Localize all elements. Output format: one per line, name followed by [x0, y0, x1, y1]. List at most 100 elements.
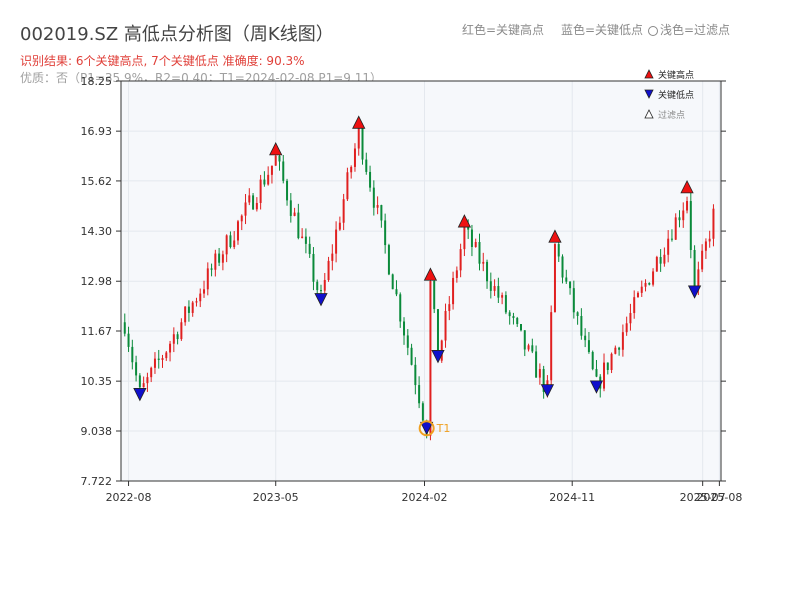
candle-body	[621, 332, 624, 350]
candle	[520, 324, 522, 332]
candle-body	[444, 310, 447, 341]
candle-body	[165, 352, 168, 359]
candle	[535, 345, 538, 378]
candle-body	[520, 324, 522, 331]
candle	[678, 210, 681, 228]
candle-body	[278, 155, 281, 162]
candle	[225, 234, 228, 263]
candle-body	[701, 250, 704, 270]
candle-body	[293, 212, 296, 216]
candle-body	[587, 340, 590, 352]
candle-body	[689, 201, 692, 250]
candle	[380, 204, 383, 228]
candle-body	[252, 195, 255, 210]
candle	[580, 308, 583, 340]
candle	[704, 238, 707, 259]
candle	[584, 328, 587, 348]
candle-body	[187, 306, 190, 313]
candle-body	[553, 244, 556, 313]
candle-body	[146, 377, 149, 384]
candle	[670, 229, 673, 242]
candle-body	[486, 261, 489, 282]
candle	[153, 352, 156, 374]
candle-body	[214, 253, 217, 270]
legend-item-filtered: 过滤点	[644, 104, 694, 124]
candle-body	[708, 238, 711, 242]
candle-body	[614, 347, 617, 354]
candle-body	[603, 362, 606, 389]
key-low-marker	[133, 388, 147, 402]
candle-body	[493, 286, 496, 291]
candle	[595, 359, 598, 378]
candle	[320, 284, 322, 294]
candle	[365, 152, 368, 175]
candle-body	[686, 201, 689, 211]
candle-body	[372, 187, 375, 208]
candle	[576, 311, 579, 325]
candle	[550, 305, 553, 388]
candle	[327, 256, 330, 282]
candle-body	[263, 179, 266, 185]
candle-body	[421, 403, 424, 421]
candle-body	[335, 229, 338, 254]
candle	[138, 373, 141, 391]
candle-body	[557, 244, 560, 257]
candle-body	[572, 288, 575, 313]
candle-body	[395, 289, 398, 295]
candle-body	[225, 235, 228, 255]
candle	[353, 143, 356, 172]
legend-blue-label: 蓝色=关键低点	[561, 23, 644, 37]
candle-body	[259, 179, 262, 203]
candle	[429, 275, 432, 441]
candle-body	[531, 345, 534, 352]
candle	[316, 279, 319, 294]
candle-body	[206, 268, 209, 290]
candle-body	[674, 217, 677, 240]
candle	[236, 219, 239, 245]
candle-body	[236, 221, 239, 241]
candle	[278, 153, 281, 171]
key-high-marker	[548, 229, 562, 243]
candle	[252, 193, 255, 211]
candle-body	[410, 347, 413, 365]
t1-ring	[418, 420, 435, 437]
candle-body	[436, 309, 439, 361]
candle-body	[429, 280, 432, 436]
circle-icon	[648, 25, 658, 36]
candle	[297, 203, 300, 240]
plot-frame	[120, 80, 722, 482]
candle-body	[659, 257, 662, 264]
candle-body	[342, 199, 345, 223]
candle	[157, 349, 160, 369]
candle-body	[550, 312, 553, 381]
candle	[150, 366, 153, 383]
candle-body	[399, 294, 402, 322]
candle	[350, 165, 353, 179]
candle	[667, 230, 670, 263]
candle-body	[338, 222, 341, 230]
candle-body	[508, 312, 511, 317]
candle	[565, 269, 568, 284]
candle-body	[195, 301, 198, 303]
candle-body	[353, 148, 356, 167]
candle	[459, 243, 462, 278]
candle	[410, 343, 413, 366]
candle	[161, 354, 164, 368]
candle	[674, 213, 677, 240]
result-summary: 识别结果: 6个关键高点, 7个关键低点 准确度: 90.3%	[20, 54, 305, 68]
candle-body	[376, 205, 379, 208]
candle-body	[565, 277, 568, 282]
candle-body	[255, 202, 258, 210]
candle-body	[474, 242, 477, 247]
x-tick-label: 2024-02	[402, 491, 448, 504]
candle-body	[361, 126, 364, 160]
candle-body	[221, 254, 224, 263]
candle	[527, 343, 530, 352]
candle	[504, 291, 507, 315]
candle	[444, 303, 447, 348]
candle	[259, 174, 262, 210]
candle-body	[667, 238, 670, 255]
candle-body	[406, 335, 409, 348]
y-tick-label: 15.62	[81, 175, 113, 188]
